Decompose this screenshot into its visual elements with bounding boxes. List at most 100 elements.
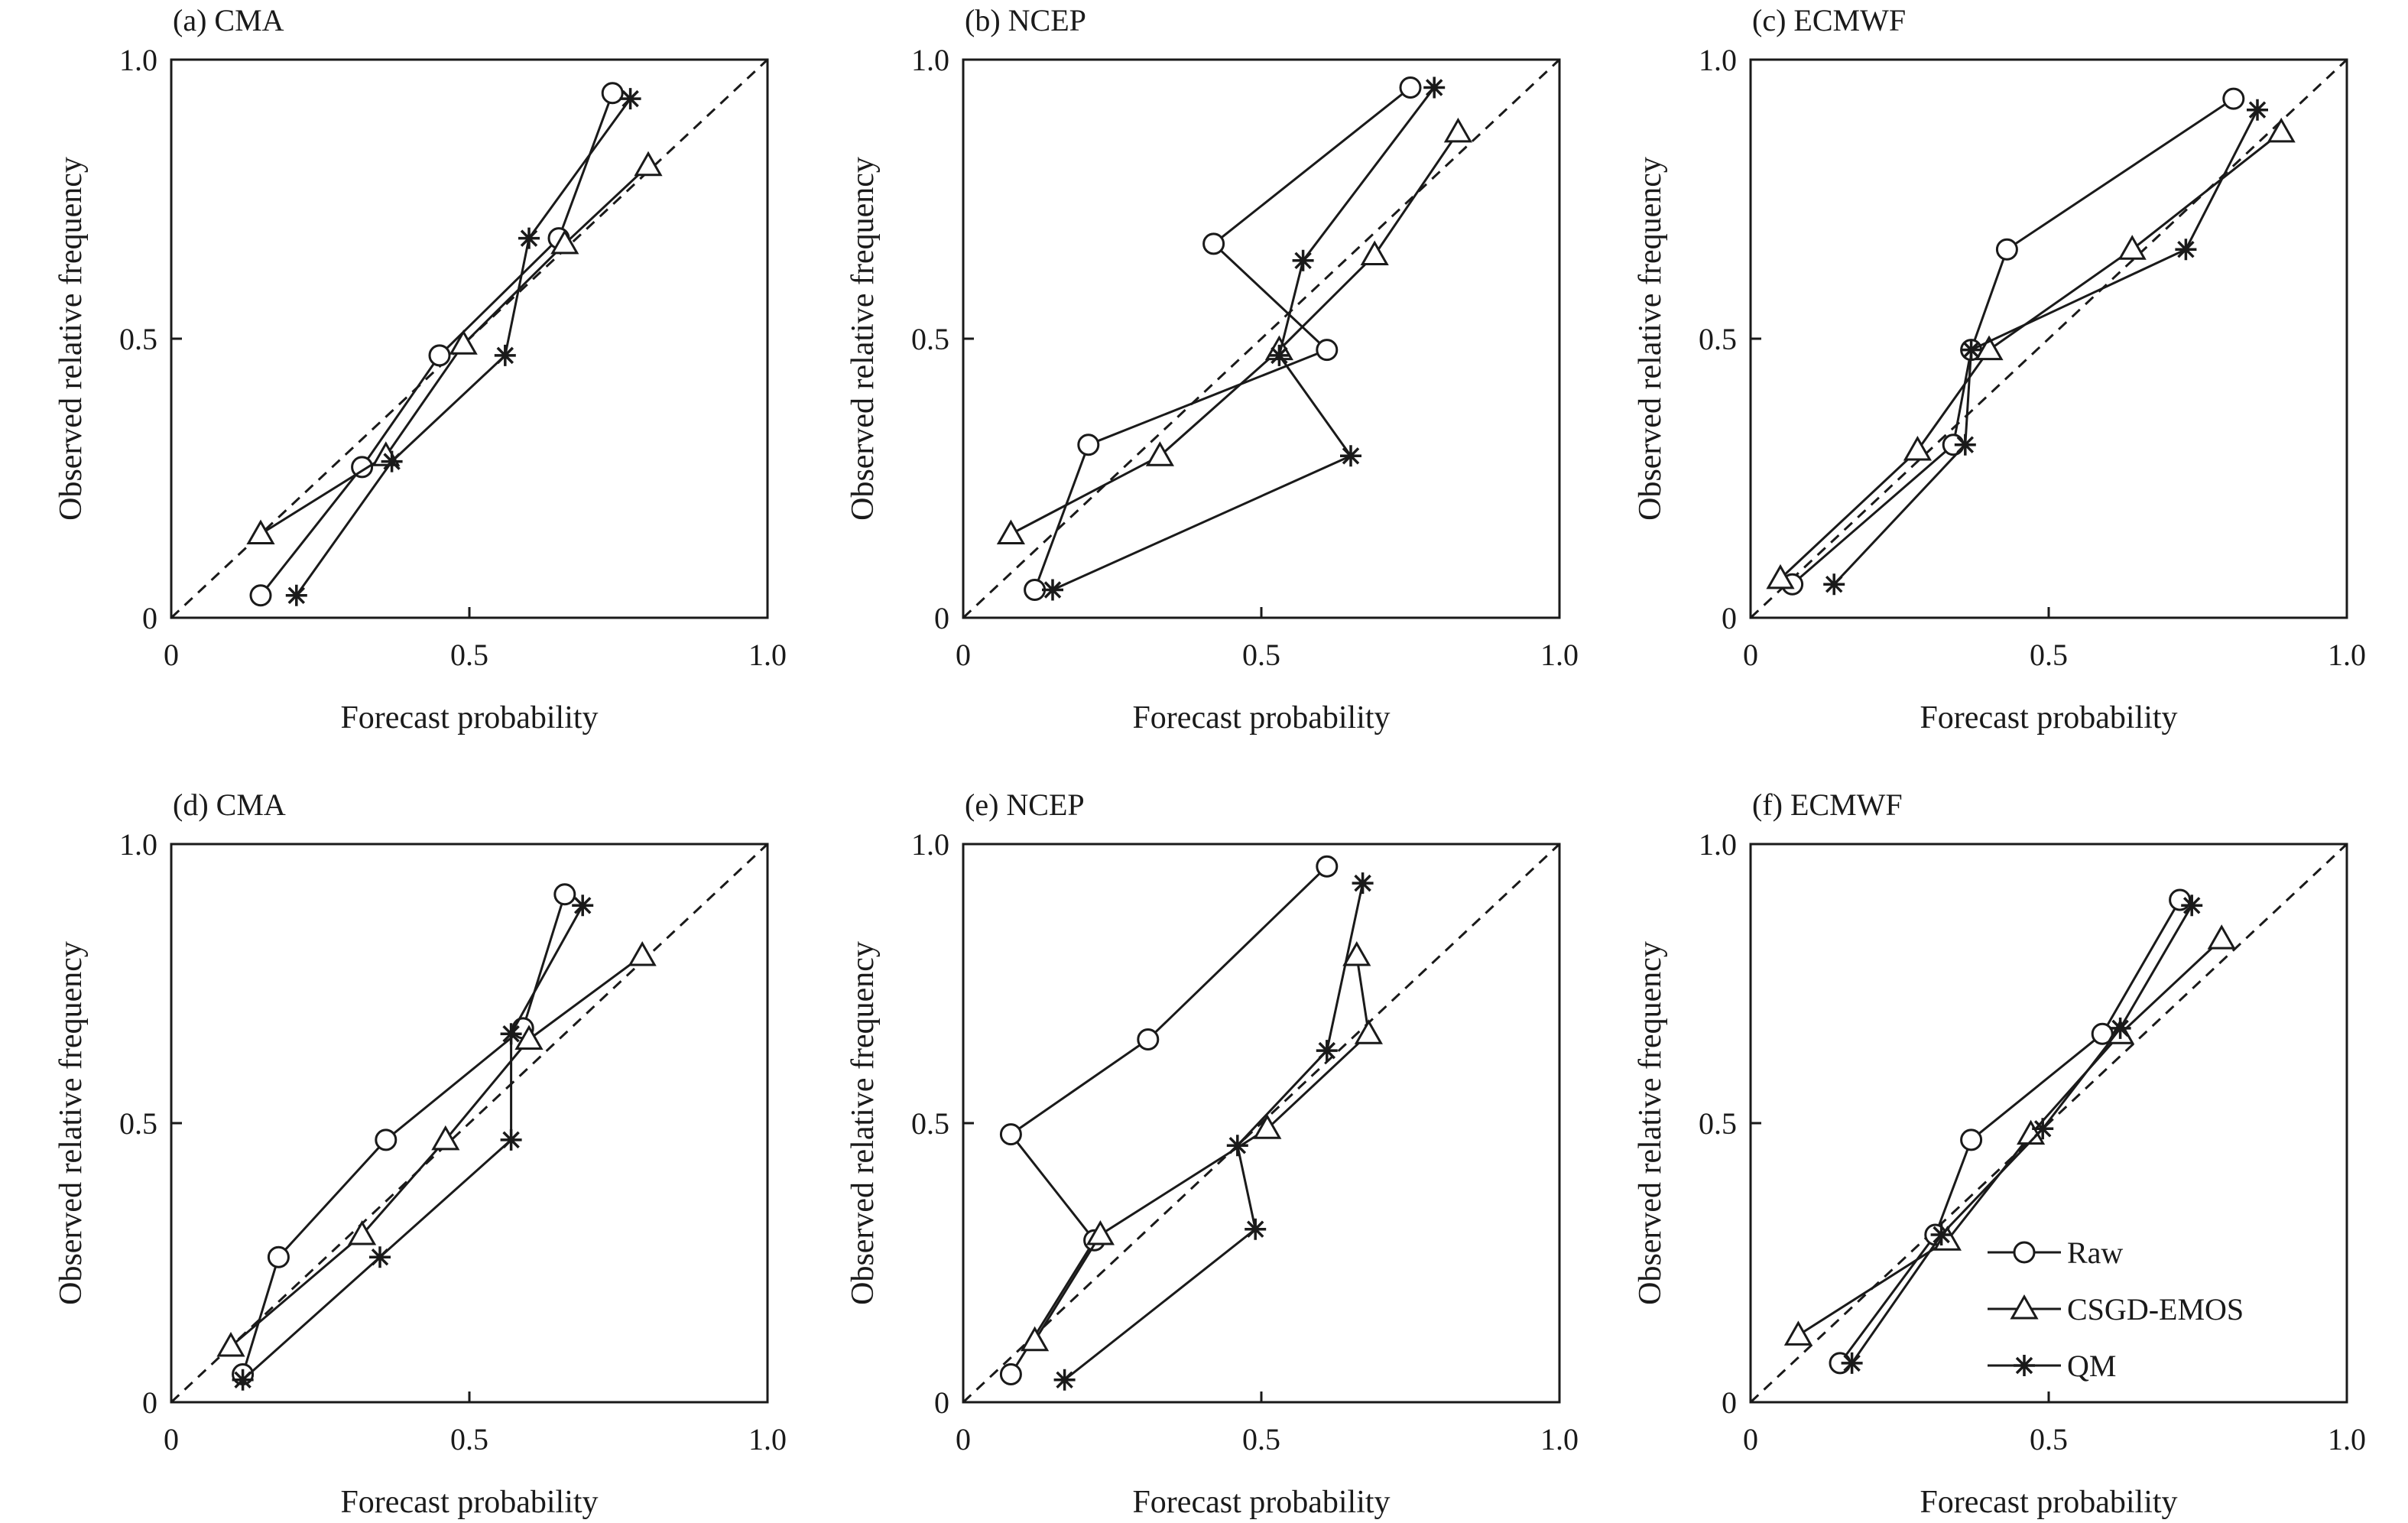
- series-csgd-emos: [996, 117, 1472, 544]
- data-point-raw: [267, 1245, 290, 1268]
- data-point-qm: [1352, 872, 1374, 895]
- x-axis-label: Forecast probability: [1132, 1485, 1390, 1520]
- y-tick-label: 0: [934, 601, 949, 635]
- perfect-reliability-line: [962, 58, 1561, 619]
- data-point-qm: [1423, 76, 1446, 99]
- x-tick-label: 1.0: [1540, 1422, 1579, 1456]
- x-tick-label: 0.5: [450, 638, 488, 672]
- data-point-csgd-emos: [1783, 1320, 1812, 1346]
- panel-title: (b) NCEP: [965, 3, 1086, 37]
- series-raw: [999, 855, 1339, 1385]
- y-tick-label: 0.5: [1699, 322, 1737, 356]
- x-tick-label: 1.0: [748, 1422, 787, 1456]
- data-point-csgd-emos: [1086, 1219, 1115, 1245]
- x-tick-label: 1.0: [2328, 638, 2366, 672]
- chart-panel-6: (f) ECMWF 00 0.5 0.5 1.0 1.0 Forecast probabil…: [1633, 787, 2366, 1520]
- data-point-raw: [999, 1363, 1022, 1385]
- legend-label-raw: Raw: [2067, 1236, 2123, 1270]
- data-point-csgd-emos: [2267, 117, 2296, 143]
- x-tick-label: 0.5: [1242, 638, 1280, 672]
- series-line-qm: [1063, 882, 1365, 1381]
- data-point-raw: [2222, 87, 2245, 110]
- legend: Raw CSGD-EMOS QM: [1988, 1236, 2244, 1383]
- data-point-raw: [1316, 855, 1339, 878]
- perfect-reliability-line: [170, 843, 769, 1404]
- x-tick-label: 0: [1743, 638, 1758, 672]
- y-axis-label: Observed relative frequency: [54, 157, 89, 521]
- data-point-qm: [518, 227, 540, 249]
- panel-title: (d) CMA: [173, 787, 286, 822]
- data-point-csgd-emos: [514, 1025, 544, 1050]
- y-tick-label: 1.0: [1699, 43, 1737, 77]
- y-axis-label: Observed relative frequency: [845, 157, 881, 521]
- data-point-qm: [494, 344, 516, 366]
- data-point-qm: [1841, 1352, 1863, 1374]
- data-point-csgd-emos: [1975, 335, 2004, 361]
- data-point-csgd-emos: [1360, 240, 1389, 265]
- series-csgd-emos: [1021, 940, 1383, 1352]
- series-line-csgd-emos: [1779, 131, 2283, 580]
- data-point-qm: [285, 584, 307, 606]
- data-point-qm: [1960, 339, 1982, 361]
- data-point-csgd-emos: [1342, 940, 1371, 966]
- y-tick-label: 0.5: [1699, 1106, 1737, 1141]
- data-point-qm: [2109, 1017, 2131, 1039]
- data-point-csgd-emos: [1253, 1114, 1282, 1139]
- x-tick-label: 0: [956, 638, 971, 672]
- data-point-csgd-emos: [1903, 435, 1932, 461]
- data-point-raw: [375, 1128, 398, 1151]
- data-point-csgd-emos: [996, 519, 1025, 544]
- x-axis-label: Forecast probability: [1920, 1485, 2177, 1520]
- series-line-qm: [1833, 109, 2259, 586]
- series-csgd-emos: [1783, 924, 2236, 1346]
- data-point-qm: [369, 1246, 391, 1268]
- data-point-csgd-emos: [1145, 441, 1174, 466]
- series-raw: [232, 883, 576, 1385]
- perfect-reliability-line: [1749, 58, 2348, 619]
- data-point-raw: [553, 883, 576, 906]
- y-tick-label: 1.0: [119, 43, 157, 77]
- data-point-qm: [500, 1023, 522, 1045]
- y-tick-label: 0.5: [911, 322, 949, 356]
- y-tick-label: 1.0: [1699, 827, 1737, 862]
- legend-marker-qm: [2014, 1355, 2035, 1376]
- data-point-csgd-emos: [1443, 117, 1472, 143]
- series-csgd-emos: [1766, 117, 2296, 589]
- data-point-qm: [619, 88, 641, 110]
- legend-marker-raw: [2013, 1241, 2036, 1264]
- data-point-raw: [351, 456, 374, 479]
- series-csgd-emos: [216, 940, 657, 1357]
- panel-title: (e) NCEP: [965, 787, 1085, 822]
- data-point-qm: [1316, 1040, 1338, 1062]
- data-point-qm: [1042, 579, 1063, 601]
- data-point-csgd-emos: [2118, 235, 2147, 260]
- chart-panel-4: (d) CMA 00 0.5 0.5 1.0 1.0 Forecast probabilit…: [54, 787, 787, 1520]
- data-point-csgd-emos: [449, 330, 478, 355]
- series-qm: [1042, 76, 1446, 601]
- x-tick-label: 0: [1743, 1422, 1758, 1456]
- data-point-qm: [500, 1128, 522, 1151]
- x-tick-label: 1.0: [2328, 1422, 2366, 1456]
- series-csgd-emos: [246, 151, 663, 544]
- x-tick-label: 0.5: [450, 1422, 488, 1456]
- data-point-csgd-emos: [216, 1331, 245, 1357]
- data-point-raw: [1137, 1028, 1160, 1051]
- series-raw: [1024, 76, 1422, 601]
- chart-panel-2: (b) NCEP 00 0.5 0.5 1.0 1.0 Forecast probabili…: [845, 3, 1579, 736]
- y-tick-label: 0: [142, 1385, 157, 1420]
- series-qm: [1841, 895, 2203, 1374]
- panel-title: (a) CMA: [173, 3, 284, 37]
- y-axis-label: Observed relative frequency: [54, 941, 89, 1305]
- y-tick-label: 0.5: [119, 1106, 157, 1141]
- data-point-qm: [1823, 573, 1845, 596]
- data-point-raw: [1202, 232, 1225, 255]
- data-point-raw: [249, 584, 272, 607]
- data-point-qm: [1292, 249, 1314, 271]
- data-point-qm: [1053, 1369, 1076, 1391]
- y-axis-label: Observed relative frequency: [845, 941, 881, 1305]
- chart-panel-5: (e) NCEP 00 0.5 0.5 1.0 1.0 Forecast probabili…: [845, 787, 1579, 1520]
- y-tick-label: 0: [1722, 1385, 1737, 1420]
- data-point-qm: [1930, 1224, 1952, 1245]
- data-point-qm: [572, 895, 594, 917]
- data-point-qm: [381, 450, 403, 472]
